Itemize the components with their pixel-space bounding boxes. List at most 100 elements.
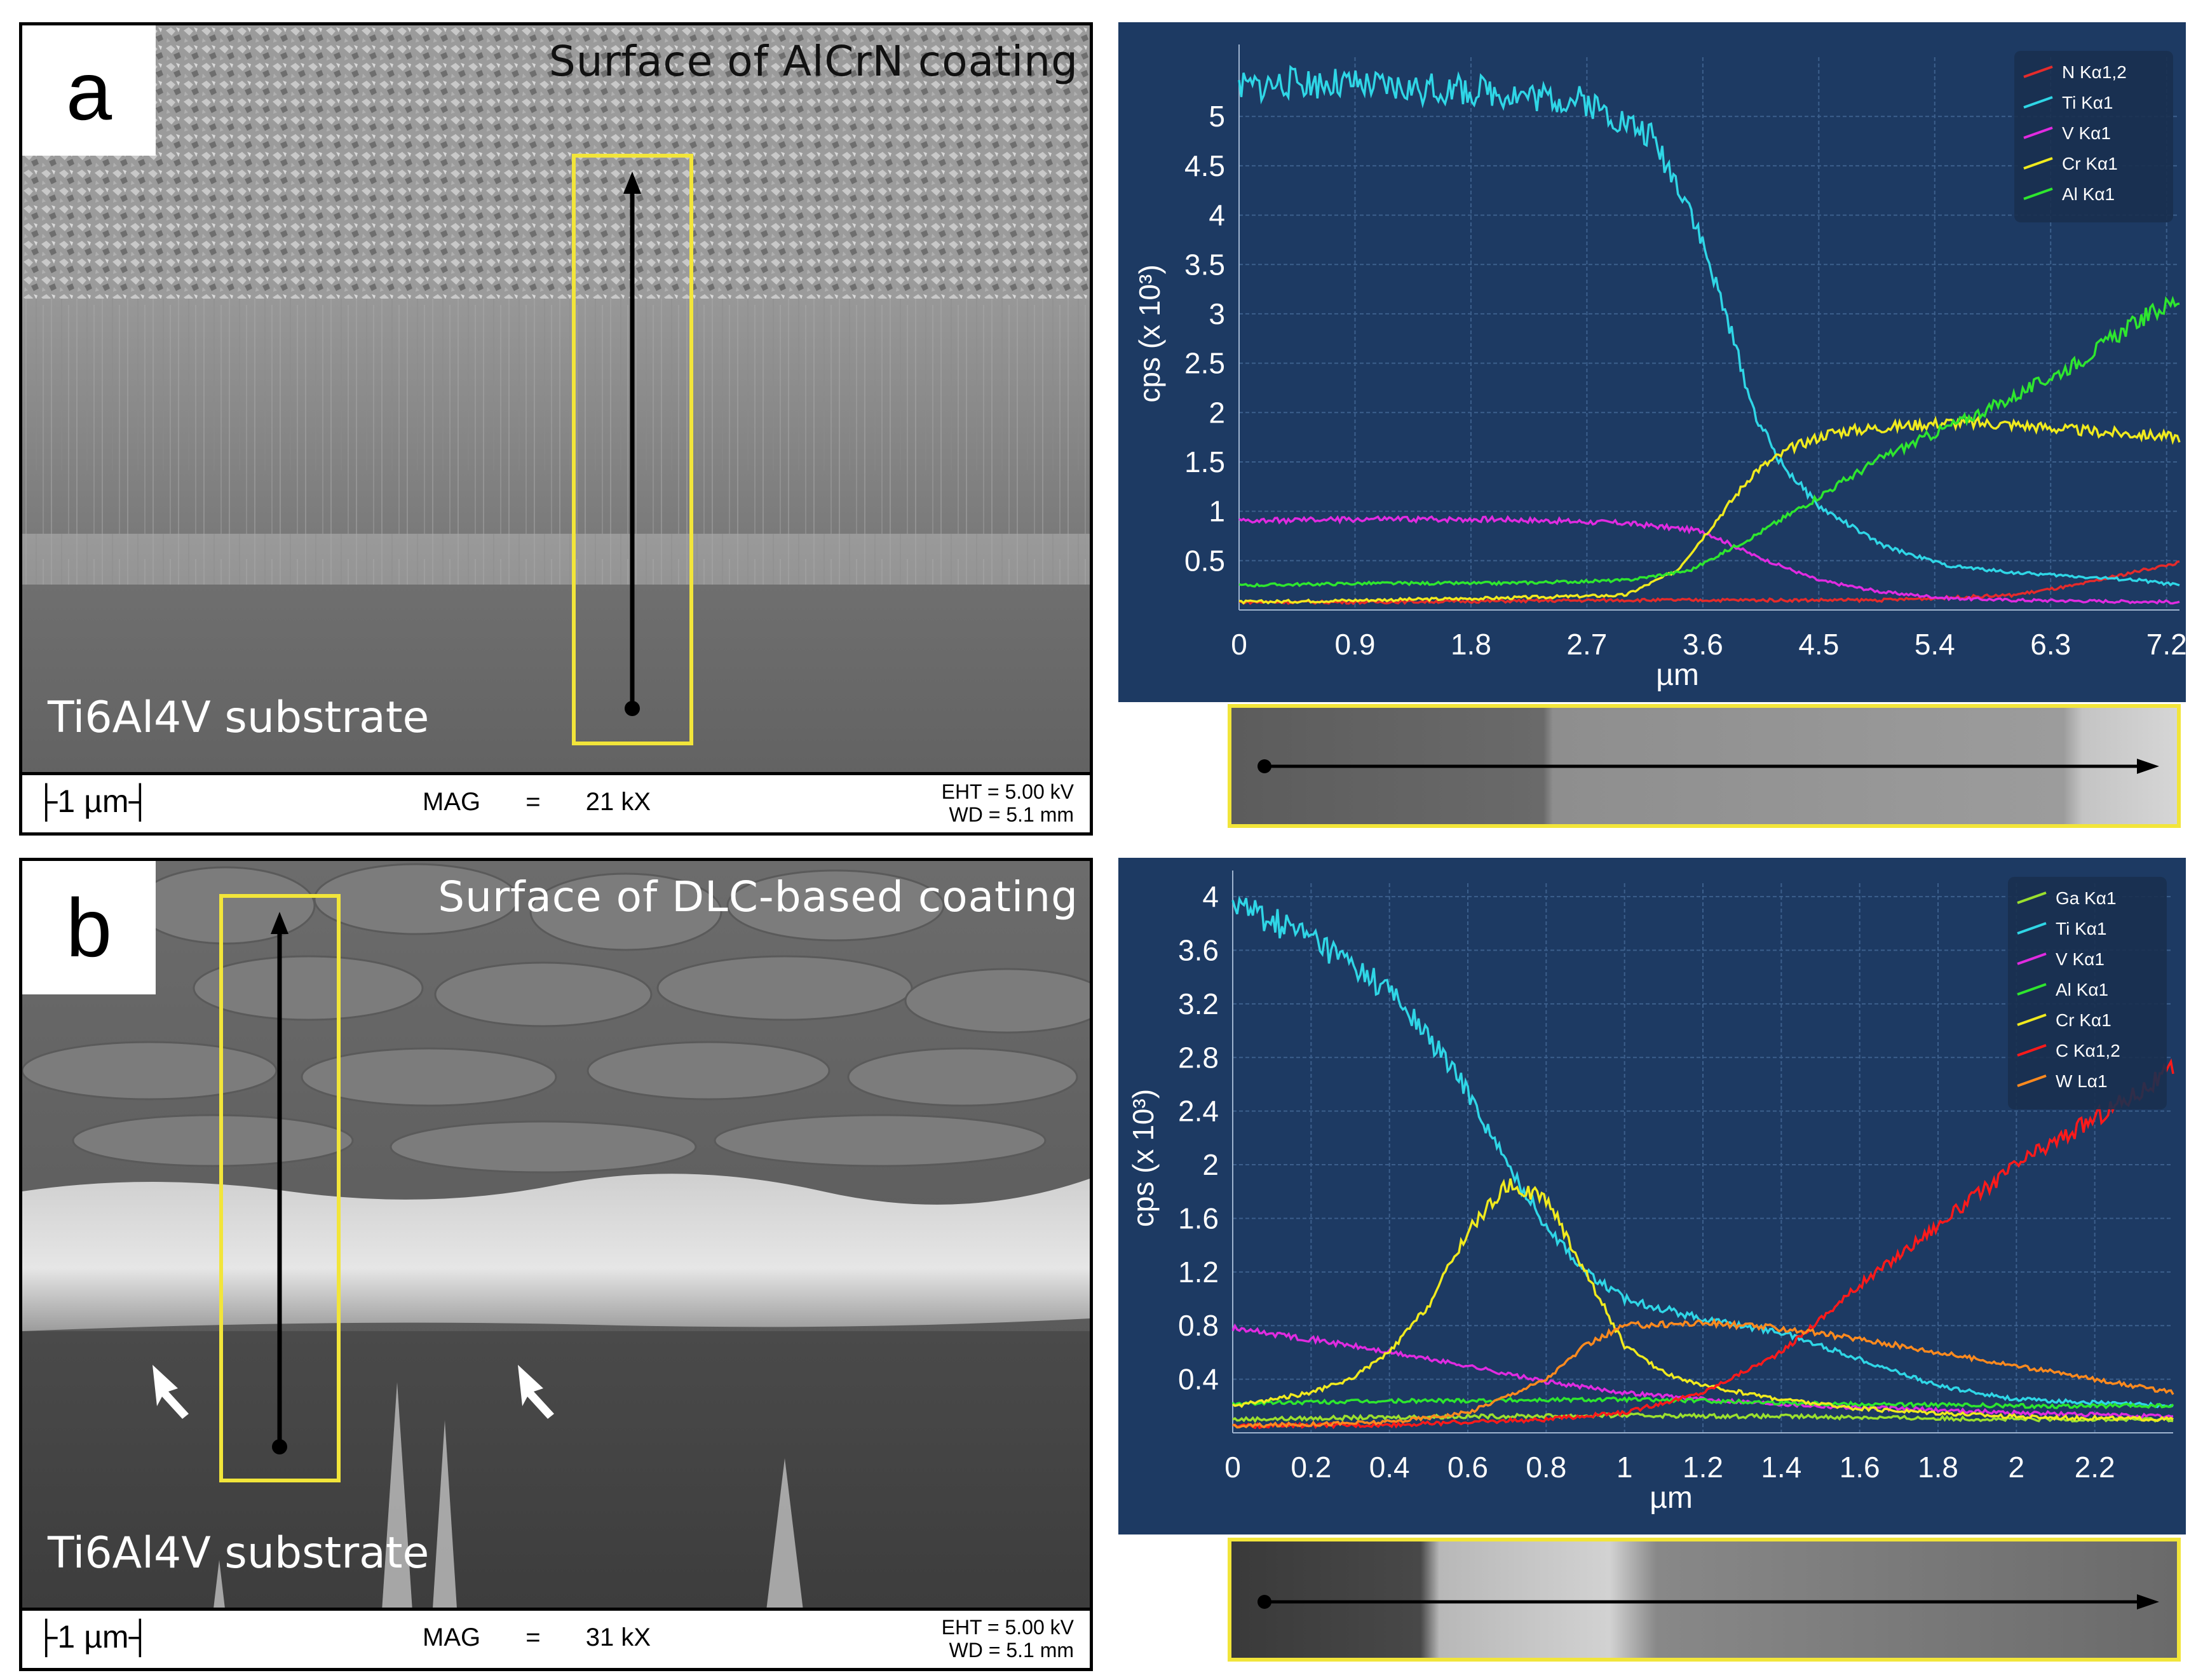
legend-swatch — [2017, 1013, 2047, 1026]
y-tick-label: 0.5 — [1184, 544, 1225, 577]
series-line-ti — [1238, 65, 2180, 586]
strip-image-b — [1231, 1541, 2177, 1658]
eht-value: EHT = 5.00 kV — [941, 1616, 1074, 1639]
x-tick-label: 0 — [1224, 1451, 1241, 1484]
sem-micrograph-a — [22, 25, 1090, 832]
series-line-ga — [1232, 1412, 2174, 1423]
x-axis-label: µm — [1656, 658, 1699, 692]
y-tick-label: 1 — [1209, 495, 1225, 528]
y-tick-label: 2.8 — [1178, 1041, 1219, 1074]
x-tick-label: 0.8 — [1526, 1451, 1566, 1484]
x-tick-label: 0.9 — [1334, 628, 1375, 661]
mag-label: MAG — [423, 788, 481, 816]
legend-label: Cr Kα1 — [2056, 1010, 2111, 1030]
wd-value: WD = 5.1 mm — [949, 1639, 1074, 1662]
scan-strip-b — [1228, 1538, 2181, 1662]
legend-swatch — [2023, 96, 2053, 109]
eht-readout-b: EHT = 5.00 kV WD = 5.1 mm — [942, 1616, 1074, 1662]
x-tick-label: 1.8 — [1918, 1451, 1958, 1484]
y-tick-label: 3.6 — [1178, 933, 1219, 966]
analysis-frame-b — [219, 894, 341, 1482]
series-line-v — [1238, 515, 2180, 605]
legend-swatch — [2023, 187, 2053, 200]
y-tick-label: 3.2 — [1178, 987, 1219, 1020]
surface-title-a: Surface of AlCrN coating — [548, 37, 1078, 86]
legend-label: Ga Kα1 — [2056, 888, 2117, 908]
series-line-cr — [1238, 416, 2181, 605]
legend-label: Cr Kα1 — [2062, 154, 2118, 173]
scale-bar-a: ├1 µm┤ — [35, 783, 152, 819]
y-tick-label: 4 — [1202, 880, 1219, 913]
analysis-frame-a — [572, 154, 693, 745]
legend-label: V Kα1 — [2062, 123, 2111, 143]
legend-swatch — [2017, 922, 2047, 935]
x-tick-label: 0.2 — [1291, 1451, 1331, 1484]
y-tick-label: 1.2 — [1178, 1256, 1219, 1289]
x-tick-label: 0.6 — [1447, 1451, 1488, 1484]
legend-label: Al Kα1 — [2056, 980, 2108, 999]
eht-value: EHT = 5.00 kV — [941, 780, 1074, 803]
x-tick-label: 5.4 — [1915, 628, 1955, 661]
y-tick-label: 2 — [1209, 396, 1225, 429]
x-tick-label: 0 — [1231, 628, 1247, 661]
x-tick-label: 1 — [1617, 1451, 1633, 1484]
scan-strip-a — [1228, 704, 2181, 828]
strip-image-a — [1231, 708, 2177, 824]
x-axis-label: µm — [1650, 1481, 1693, 1515]
x-tick-label: 7.2 — [2146, 628, 2186, 661]
mag-label: MAG — [423, 1623, 481, 1651]
legend-swatch — [2017, 1044, 2047, 1057]
y-tick-label: 4.5 — [1184, 149, 1225, 182]
y-tick-label: 0.8 — [1178, 1309, 1219, 1342]
x-tick-label: 4.5 — [1798, 628, 1839, 661]
x-tick-label: 2.2 — [2075, 1451, 2115, 1484]
series-line-c — [1232, 1058, 2174, 1430]
y-tick-label: 2.4 — [1178, 1095, 1219, 1128]
x-tick-label: 2 — [2009, 1451, 2025, 1484]
mag-readout-a: MAG = 21 kX — [423, 788, 689, 816]
legend-swatch — [2017, 952, 2047, 965]
legend-label: W Lα1 — [2056, 1071, 2108, 1091]
mag-value: 31 kX — [585, 1623, 651, 1651]
legend-label: Ti Kα1 — [2056, 919, 2107, 938]
substrate-label-a: Ti6Al4V substrate — [48, 693, 430, 743]
legend-swatch — [2023, 126, 2053, 139]
panel-label-a: a — [22, 25, 156, 156]
x-tick-label: 3.6 — [1683, 628, 1723, 661]
x-tick-label: 0.4 — [1369, 1451, 1410, 1484]
x-tick-label: 1.8 — [1451, 628, 1491, 661]
chart-svg-b: 0.4 0.8 1.2 1.6 2 2.4 2.8 3.2 3.6 4 0 0.2 0.4 0.6 0.8 1… — [1127, 870, 2174, 1515]
legend-label: N Kα1,2 — [2062, 62, 2127, 82]
eht-readout-a: EHT = 5.00 kV WD = 5.1 mm — [942, 780, 1074, 826]
y-tick-label: 3 — [1209, 297, 1225, 330]
y-tick-label: 2.5 — [1184, 347, 1225, 380]
legend-swatch — [2017, 1074, 2047, 1087]
series-line-w — [1232, 1318, 2174, 1429]
chart-svg-a: 0.5 1 1.5 2 2.5 3 3.5 4 4.5 5 0 0.9 1.8 2.7 3.6 4.5 5.4 6… — [1133, 44, 2186, 692]
series-line-cr — [1232, 1178, 2174, 1423]
x-tick-label: 6.3 — [2030, 628, 2071, 661]
mag-eq: = — [525, 1623, 541, 1651]
series-line-al — [1238, 295, 2180, 588]
legend-label: Ti Kα1 — [2062, 93, 2113, 112]
mag-value: 21 kX — [585, 788, 651, 816]
sem-footer-a: ├1 µm┤ MAG = 21 kX EHT = 5.00 kV WD = 5.… — [22, 772, 1090, 832]
legend-label: V Kα1 — [2056, 949, 2105, 969]
legend-box — [2008, 877, 2167, 1109]
series-line-al — [1231, 1396, 2174, 1410]
x-tick-label: 1.6 — [1840, 1451, 1880, 1484]
sem-image-b: b Surface of DLC-based coating Ti6Al4V s… — [19, 858, 1093, 1671]
legend-label: C Kα1,2 — [2056, 1041, 2120, 1060]
series-line-ti — [1231, 895, 2174, 1409]
legend-label: Al Kα1 — [2062, 184, 2115, 204]
wd-value: WD = 5.1 mm — [949, 803, 1074, 826]
scale-bar-b: ├1 µm┤ — [35, 1619, 152, 1655]
mag-readout-b: MAG = 31 kX — [423, 1623, 689, 1652]
legend-swatch — [2017, 983, 2047, 996]
y-tick-label: 4 — [1209, 199, 1225, 232]
legend-swatch — [2023, 65, 2053, 78]
panel-label-b: b — [22, 861, 156, 994]
y-tick-label: 5 — [1209, 100, 1225, 133]
series-line-n — [1238, 560, 2180, 606]
substrate-label-b: Ti6Al4V substrate — [48, 1528, 430, 1578]
